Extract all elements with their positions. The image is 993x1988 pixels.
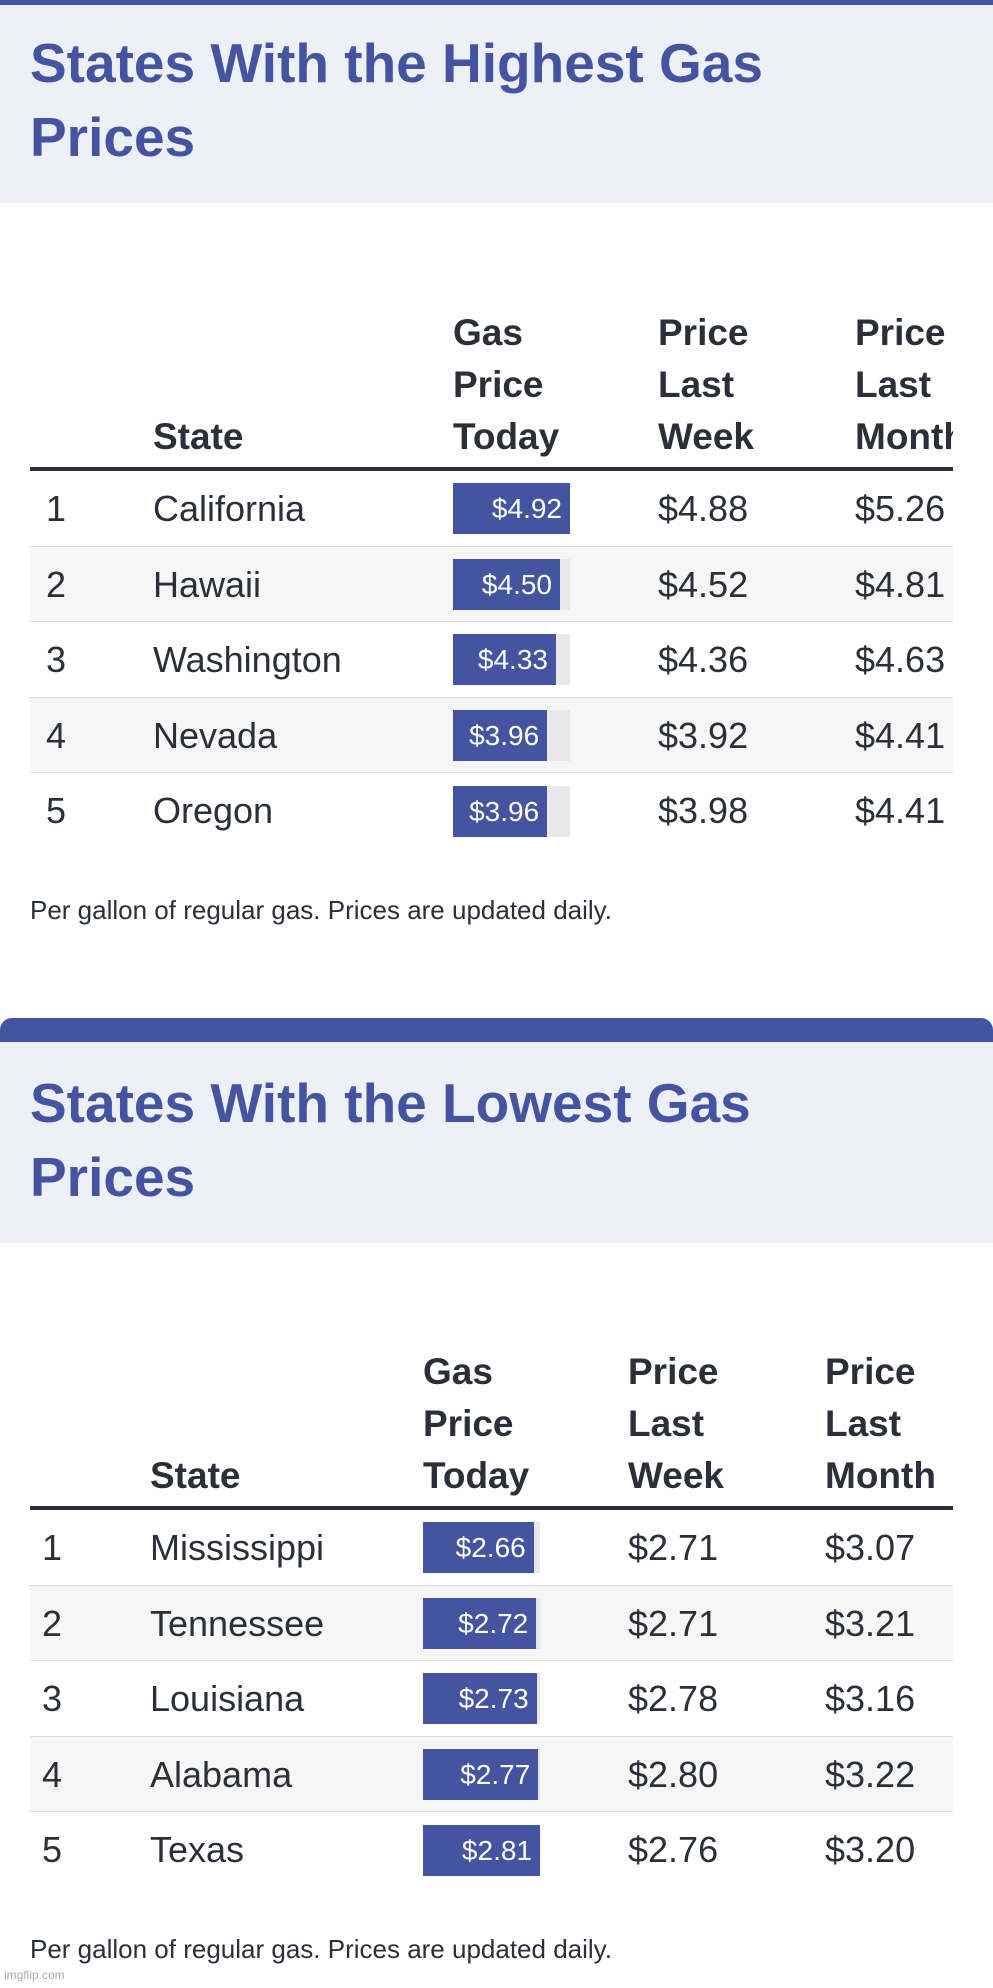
header-rule <box>30 467 953 471</box>
table-row: 2 Tennessee $2.72 $2.71 $3.21 <box>30 1585 953 1662</box>
bar-label: $4.33 <box>477 644 548 676</box>
rank: 1 <box>42 1527 63 1568</box>
state: Mississippi <box>150 1527 325 1568</box>
price: $3.22 <box>825 1753 916 1795</box>
table: State Gas Price Today Price Last Week Price… <box>30 1308 953 1888</box>
state: Alabama <box>150 1753 293 1795</box>
table-row: 3 Washington $4.33 $4.36 $4.63 <box>30 622 953 698</box>
price: $3.21 <box>825 1602 916 1644</box>
price: $4.41 <box>855 790 946 832</box>
price: $2.76 <box>628 1829 719 1871</box>
title-band <box>0 5 993 203</box>
bar: $3.96 <box>453 785 548 837</box>
state: Washington <box>153 639 342 681</box>
price: $3.20 <box>825 1829 916 1871</box>
top-rule <box>0 0 993 5</box>
column-header: Gas Price Today <box>453 312 560 457</box>
rank: 3 <box>42 1678 63 1720</box>
rank: 4 <box>42 1753 63 1795</box>
rank: 4 <box>46 714 67 756</box>
price: $4.88 <box>658 488 749 529</box>
column-header: Price Last Month <box>855 312 953 457</box>
state: Tennessee <box>150 1602 325 1644</box>
price: $3.16 <box>825 1678 916 1720</box>
state: Louisiana <box>150 1678 305 1720</box>
table-row: 4 Nevada $3.96 $3.92 $4.41 <box>30 697 953 774</box>
bar-label: $3.96 <box>469 720 540 752</box>
column-header: Price Last Week <box>628 1351 724 1496</box>
bar: $2.72 <box>423 1597 537 1649</box>
state: Nevada <box>153 714 278 756</box>
column-header: State <box>150 1455 241 1496</box>
state: Oregon <box>153 790 274 832</box>
price: $3.98 <box>658 790 749 832</box>
table-row: 2 Hawaii $4.50 $4.52 $4.81 <box>30 546 953 623</box>
rank: 1 <box>46 488 67 529</box>
bar-label: $2.73 <box>458 1683 529 1715</box>
rank: 2 <box>46 563 67 605</box>
table-row: 3 Louisiana $2.73 $2.78 $3.16 <box>30 1661 953 1737</box>
table-row: 5 Texas $2.81 $2.76 $3.20 <box>30 1812 953 1888</box>
price: $2.71 <box>628 1527 719 1568</box>
price: $4.36 <box>658 639 749 681</box>
price: $2.71 <box>628 1602 719 1644</box>
table-row: 5 Oregon $3.96 $3.98 $4.41 <box>30 773 953 849</box>
price: $5.26 <box>855 488 946 529</box>
price: $3.92 <box>658 714 749 756</box>
bar: $4.50 <box>453 558 560 610</box>
rank: 5 <box>42 1829 63 1871</box>
price: $2.80 <box>628 1753 719 1795</box>
table-row: 4 Alabama $2.77 $2.80 $3.22 <box>30 1736 953 1813</box>
column-header: Price Last Week <box>658 312 754 457</box>
column-header: Price Last Month <box>825 1351 936 1496</box>
state: Texas <box>150 1829 245 1871</box>
bar-label: $4.92 <box>491 493 562 525</box>
footnote: Per gallon of regular gas. Prices are up… <box>30 895 612 925</box>
watermark: imgflip.com <box>4 1968 65 1982</box>
column-header: Gas Price Today <box>423 1351 530 1496</box>
bar: $2.81 <box>423 1824 540 1876</box>
table-row: 1 California $4.92 $4.88 $5.26 <box>30 471 953 547</box>
bar: $3.96 <box>453 710 548 762</box>
section-title: States With the Highest Gas Prices <box>30 32 763 168</box>
bar-label: $3.96 <box>469 795 540 827</box>
title-band <box>0 1042 993 1243</box>
header-rule <box>30 1506 953 1510</box>
column-header: State <box>153 416 244 457</box>
table-row: 1 Mississippi $2.66 $2.71 $3.07 <box>30 1510 953 1586</box>
bar: $2.66 <box>423 1522 534 1574</box>
footnote: Per gallon of regular gas. Prices are up… <box>30 1934 612 1964</box>
price: $4.81 <box>855 563 946 605</box>
bar-label: $2.77 <box>460 1759 531 1791</box>
price: $3.07 <box>825 1527 916 1568</box>
rank: 2 <box>42 1602 63 1644</box>
table: State Gas Price Today Price Last Week Price… <box>30 269 953 849</box>
price: $4.63 <box>855 639 946 681</box>
price: $4.52 <box>658 563 749 605</box>
bar: $4.92 <box>453 483 570 535</box>
price: $4.41 <box>855 714 946 756</box>
bar-label: $2.66 <box>455 1532 526 1564</box>
section-title: States With the Lowest Gas Prices <box>30 1072 751 1208</box>
bar-label: $2.72 <box>458 1607 529 1639</box>
bar: $4.33 <box>453 634 556 686</box>
rank: 3 <box>46 639 67 681</box>
state: California <box>153 488 306 529</box>
bar-label: $4.50 <box>481 568 552 600</box>
rank: 5 <box>46 790 67 832</box>
bar-label: $2.81 <box>461 1834 532 1866</box>
price: $2.78 <box>628 1678 719 1720</box>
state: Hawaii <box>153 563 262 605</box>
bar: $2.73 <box>423 1673 537 1725</box>
bar: $2.77 <box>423 1749 539 1801</box>
